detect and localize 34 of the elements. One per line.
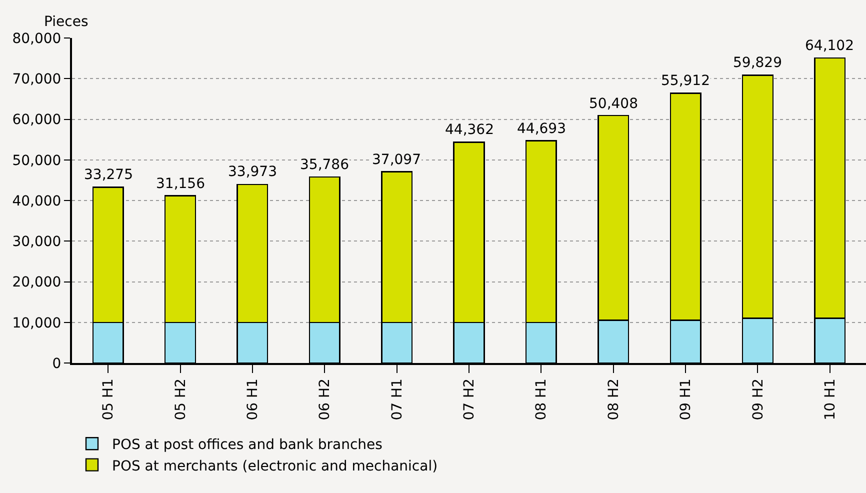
data-label: 35,786 <box>300 157 350 173</box>
x-tick-label: 07 H1 <box>389 378 406 420</box>
data-label: 44,693 <box>517 121 566 137</box>
data-label: 64,102 <box>805 38 854 54</box>
x-tick-label: 05 H2 <box>172 378 189 420</box>
y-tick-label: 30,000 <box>12 234 62 250</box>
y-tick-label: 20,000 <box>12 274 62 291</box>
data-label: 33,275 <box>84 167 133 183</box>
legend-label: POS at post offices and bank branches <box>112 437 382 454</box>
x-tick-label: 06 H2 <box>317 378 334 420</box>
y-axis-title: Pieces <box>44 14 88 30</box>
y-tick-label: 60,000 <box>12 112 62 128</box>
x-tick-label: 09 H2 <box>750 378 766 420</box>
x-tick-label: 10 H1 <box>822 378 838 420</box>
y-tick-label: 50,000 <box>12 152 62 169</box>
data-label: 59,829 <box>733 55 782 71</box>
y-tick-label: 40,000 <box>12 193 62 210</box>
data-label: 55,912 <box>661 73 710 89</box>
data-label: 33,973 <box>228 164 277 180</box>
y-tick-label: 0 <box>52 356 62 372</box>
x-tick-label: 05 H1 <box>100 378 117 420</box>
x-tick-label: 08 H2 <box>606 378 622 420</box>
y-tick-label: 70,000 <box>12 72 62 88</box>
x-tick-label: 06 H1 <box>245 378 261 420</box>
x-tick-label: 07 H2 <box>462 378 478 420</box>
x-tick-label: 08 H1 <box>534 378 550 420</box>
data-label: 50,408 <box>589 96 638 112</box>
data-label: 31,156 <box>156 176 206 192</box>
data-label: 37,097 <box>372 152 421 168</box>
x-tick-label: 09 H1 <box>678 378 694 420</box>
data-label: 44,362 <box>445 122 494 138</box>
legend-label: POS at merchants (electronic and mechanical) <box>112 458 438 474</box>
y-tick-label: 80,000 <box>12 30 62 47</box>
y-tick-label: 10,000 <box>12 315 62 332</box>
